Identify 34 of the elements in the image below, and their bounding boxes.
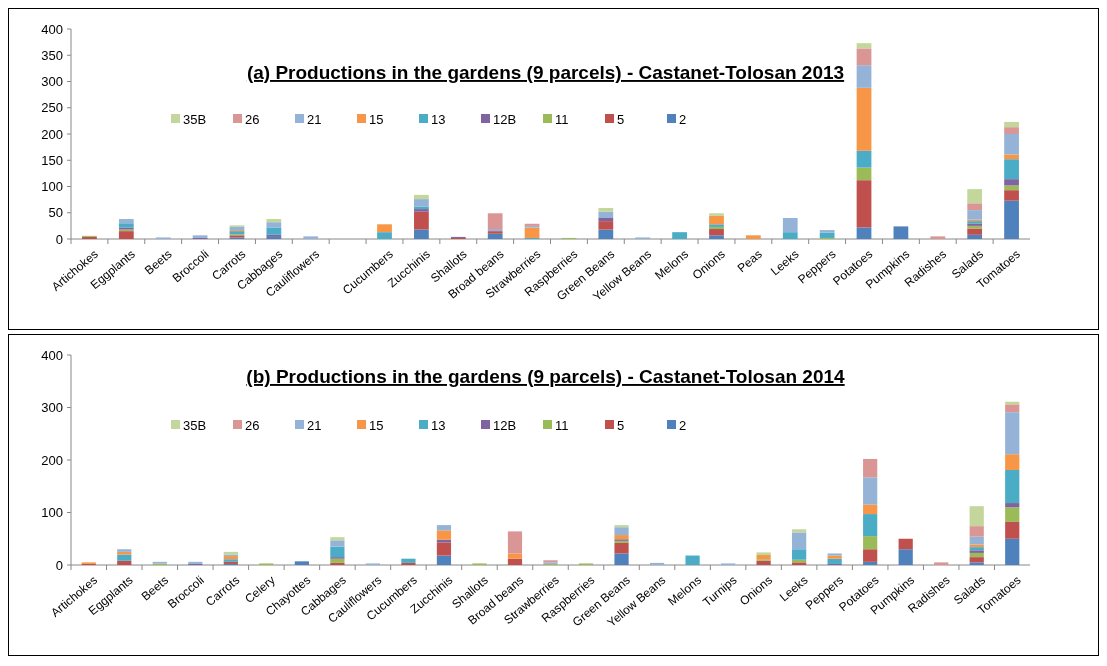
legend-label: 35B	[183, 111, 207, 127]
text: (b) Productions in the gardens (9 parcels) - Castanet-Tolosan 2014	[246, 366, 846, 387]
y-tick-label: 100	[41, 505, 63, 521]
y-tick-label: 250	[41, 100, 63, 116]
y-tick-label: 200	[41, 126, 63, 142]
y-tick-label: 350	[41, 47, 63, 63]
legend-label: 5	[617, 417, 625, 433]
y-tick-label: 400	[41, 347, 63, 363]
legend-label: 5	[617, 111, 625, 127]
y-tick-label: 0	[55, 557, 63, 573]
legend-label: 15	[369, 111, 384, 127]
legend-label: 26	[245, 111, 260, 127]
legend-label: 11	[555, 111, 569, 127]
y-tick-label: 0	[55, 231, 63, 247]
legend-label: 12B	[493, 417, 517, 433]
y-tick-label: 150	[41, 152, 63, 168]
legend-label: 13	[431, 417, 446, 433]
legend-label: 21	[307, 111, 322, 127]
y-tick-label: 300	[41, 400, 63, 416]
y-tick-label: 50	[48, 205, 63, 221]
legend-label: 26	[245, 417, 260, 433]
legend-label: 13	[431, 111, 446, 127]
legend-label: 15	[369, 417, 384, 433]
y-tick-label: 300	[41, 74, 63, 90]
legend-label: 35B	[183, 417, 207, 433]
legend-label: 2	[679, 417, 687, 433]
legend-label: 21	[307, 417, 322, 433]
legend-label: 2	[679, 111, 687, 127]
text: (a) Productions in the gardens (9 parcels) - Castanet-Tolosan 2013	[246, 62, 845, 83]
legend-label: 12B	[493, 111, 517, 127]
y-tick-label: 200	[41, 452, 63, 468]
y-tick-label: 100	[41, 179, 63, 195]
y-tick-label: 400	[41, 21, 63, 37]
legend-label: 11	[555, 417, 569, 433]
